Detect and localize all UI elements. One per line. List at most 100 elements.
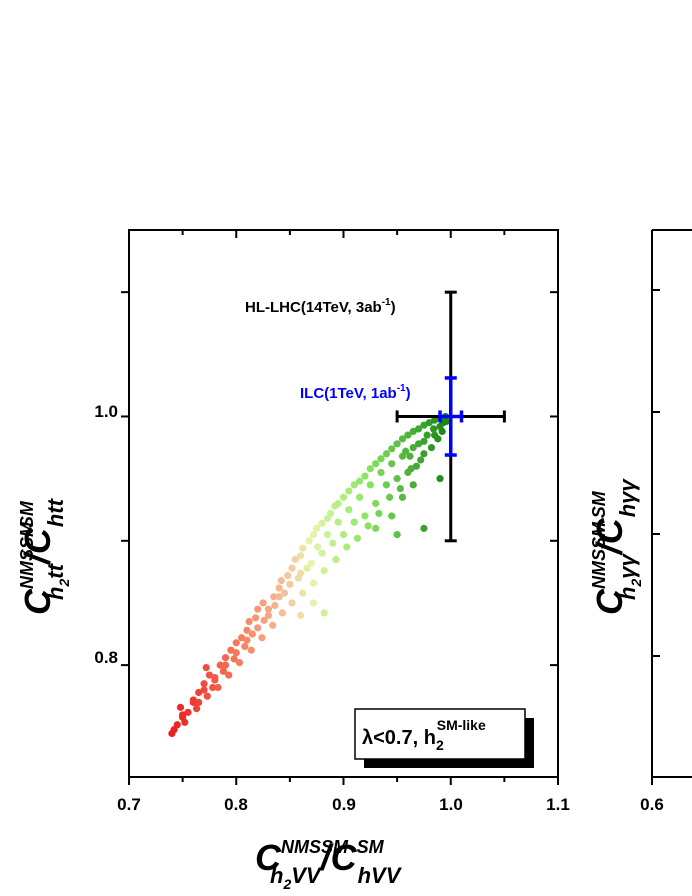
data-point-125 <box>343 543 351 551</box>
data-point-105 <box>334 518 342 526</box>
data-point-118 <box>417 456 425 464</box>
data-point-30 <box>305 537 313 545</box>
data-point-140 <box>393 530 401 539</box>
data-point-82 <box>254 624 262 632</box>
data-point-113 <box>420 437 428 445</box>
data-point-46 <box>382 450 390 458</box>
data-point-79 <box>286 580 294 588</box>
data-point-55 <box>431 416 439 424</box>
data-point-32 <box>313 524 321 532</box>
data-point-43 <box>366 465 374 473</box>
data-point-8 <box>205 671 214 679</box>
data-point-28 <box>297 552 305 560</box>
data-point-84 <box>232 649 240 657</box>
data-point-104 <box>323 530 332 539</box>
data-point-80 <box>275 593 283 601</box>
data-point-137 <box>214 683 222 692</box>
data-point-149 <box>409 481 417 489</box>
annotation-ilc: ILC(1TeV, 1ab-1) <box>300 383 411 402</box>
data-point-42 <box>361 472 369 480</box>
data-point-99 <box>271 601 279 610</box>
data-point-35 <box>327 509 335 518</box>
data-point-72 <box>361 512 369 520</box>
data-point-9 <box>202 664 210 672</box>
data-point-74 <box>339 530 348 539</box>
data-point-20 <box>259 599 267 607</box>
data-point-13 <box>227 646 235 654</box>
data-point-53 <box>420 421 428 429</box>
data-point-86 <box>211 673 219 682</box>
data-point-41 <box>355 477 364 485</box>
data-point-66 <box>420 450 428 458</box>
data-point-97 <box>248 630 256 638</box>
data-point-132 <box>269 621 277 629</box>
data-point-39 <box>345 487 353 495</box>
y-tick-label-1: 1.0 <box>94 402 118 421</box>
data-point-143 <box>297 611 305 619</box>
data-point-44 <box>372 460 380 468</box>
axis-ticks <box>121 230 559 785</box>
data-point-54 <box>425 419 433 427</box>
data-point-69 <box>393 475 401 483</box>
data-point-121 <box>386 493 394 501</box>
x-axis-label: CNMSSM h2VV/CSM hVV <box>255 837 403 892</box>
data-point-115 <box>438 427 446 435</box>
data-point-33 <box>318 519 326 527</box>
data-point-131 <box>278 609 286 617</box>
x-tick-label-0: 0.7 <box>117 795 141 814</box>
data-point-73 <box>350 518 358 526</box>
data-point-109 <box>377 468 385 477</box>
data-point-52 <box>414 425 423 433</box>
data-point-95 <box>230 655 238 663</box>
x-tick-label-1: 0.8 <box>224 795 248 814</box>
data-point-114 <box>431 431 439 439</box>
data-point-147 <box>372 524 380 532</box>
data-point-127 <box>320 567 328 575</box>
data-point-141 <box>420 524 428 532</box>
data-point-40 <box>350 481 358 489</box>
data-point-119 <box>407 465 415 473</box>
data-point-107 <box>355 493 364 501</box>
data-point-116 <box>442 417 451 426</box>
data-point-17 <box>245 618 253 626</box>
data-point-87 <box>200 686 208 694</box>
data-point-37 <box>334 499 342 508</box>
data-point-70 <box>382 481 390 489</box>
error-bars <box>395 290 506 543</box>
second-chart-y-axis-label: CNMSSMh2γγ/CSM hγγ <box>589 478 644 615</box>
annotation-hl-lhc: HL-LHC(14TeV, 3ab-1) <box>245 297 396 316</box>
data-point-29 <box>299 544 307 552</box>
data-point-81 <box>264 611 273 619</box>
data-point-67 <box>412 462 421 470</box>
x-tick-label-3: 1.0 <box>439 795 463 814</box>
data-point-75 <box>329 539 337 547</box>
data-point-91 <box>181 718 189 726</box>
legend-box: λ<0.7, h2SM-like <box>354 708 534 768</box>
data-point-110 <box>388 460 396 468</box>
data-point-11 <box>216 661 224 669</box>
data-point-19 <box>254 605 262 613</box>
data-point-21 <box>264 605 273 613</box>
data-point-24 <box>277 576 285 585</box>
data-point-45 <box>377 455 385 463</box>
data-point-130 <box>288 599 296 607</box>
data-point-59 <box>406 452 414 460</box>
data-point-139 <box>192 705 201 713</box>
data-point-124 <box>353 534 362 542</box>
data-point-89 <box>179 711 187 719</box>
data-point-31 <box>309 530 318 539</box>
data-point-123 <box>364 522 372 530</box>
data-point-111 <box>398 452 407 460</box>
data-point-16 <box>243 626 251 634</box>
data-point-60 <box>414 440 423 448</box>
data-point-101 <box>294 574 303 582</box>
data-point-145 <box>436 475 444 483</box>
data-point-22 <box>270 593 278 601</box>
data-point-102 <box>303 564 311 572</box>
data-point-15 <box>238 634 246 642</box>
data-point-27 <box>291 555 299 564</box>
data-point-85 <box>221 661 230 669</box>
x-tick-label-2: 0.9 <box>332 795 356 814</box>
data-point-88 <box>189 698 197 707</box>
data-point-122 <box>375 509 383 518</box>
